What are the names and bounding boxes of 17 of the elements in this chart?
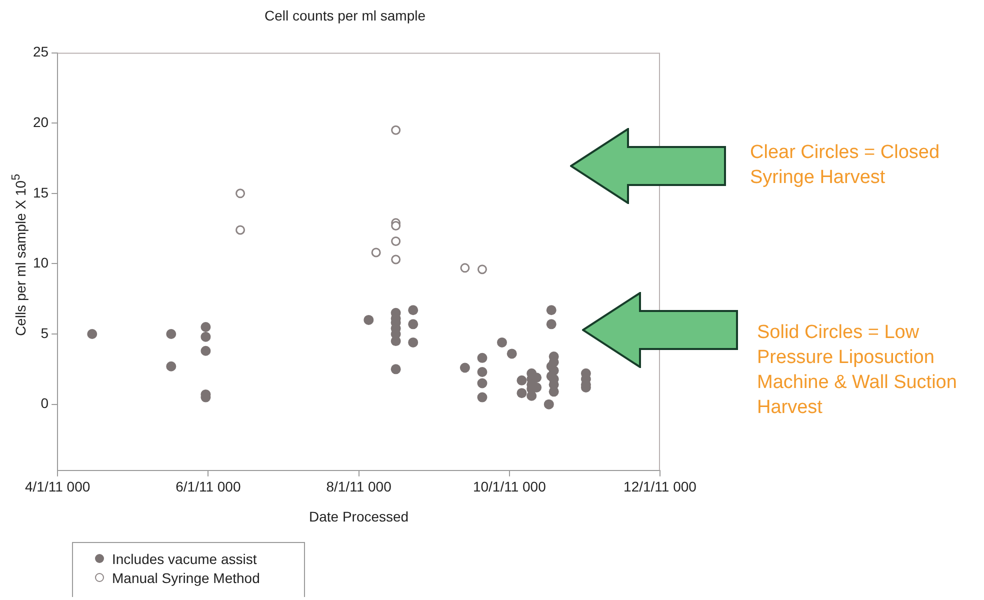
- x-axis-title: Date Processed: [308, 508, 409, 524]
- legend-label: Includes vacume assist: [112, 550, 257, 566]
- y-tick-label: 10: [32, 254, 49, 271]
- y-tick-label: 20: [32, 114, 49, 130]
- chart-title: Cell counts per ml sample: [264, 7, 426, 24]
- x-tick-label: 12/1/11 000: [624, 478, 697, 495]
- legend-label: Manual Syringe Method: [112, 570, 260, 586]
- y-tick-label: 25: [32, 44, 49, 60]
- text: Clear Circles = Closed Syringe Harvest: [750, 141, 941, 190]
- x-tick-label: 10/1/11 000: [472, 478, 546, 495]
- y-tick-label: 15: [32, 184, 49, 200]
- x-tick-label: 6/1/11 000: [176, 478, 241, 495]
- y-tick-label: 5: [40, 324, 49, 341]
- x-tick-label: 8/1/11 000: [326, 478, 392, 495]
- text: Solid Circles = Low Pressure Liposuction Machine & Wall Suction Harvest: [757, 321, 958, 420]
- y-tick-label: 0: [40, 395, 49, 412]
- x-tick-label: 4/1/11 000: [25, 478, 90, 495]
